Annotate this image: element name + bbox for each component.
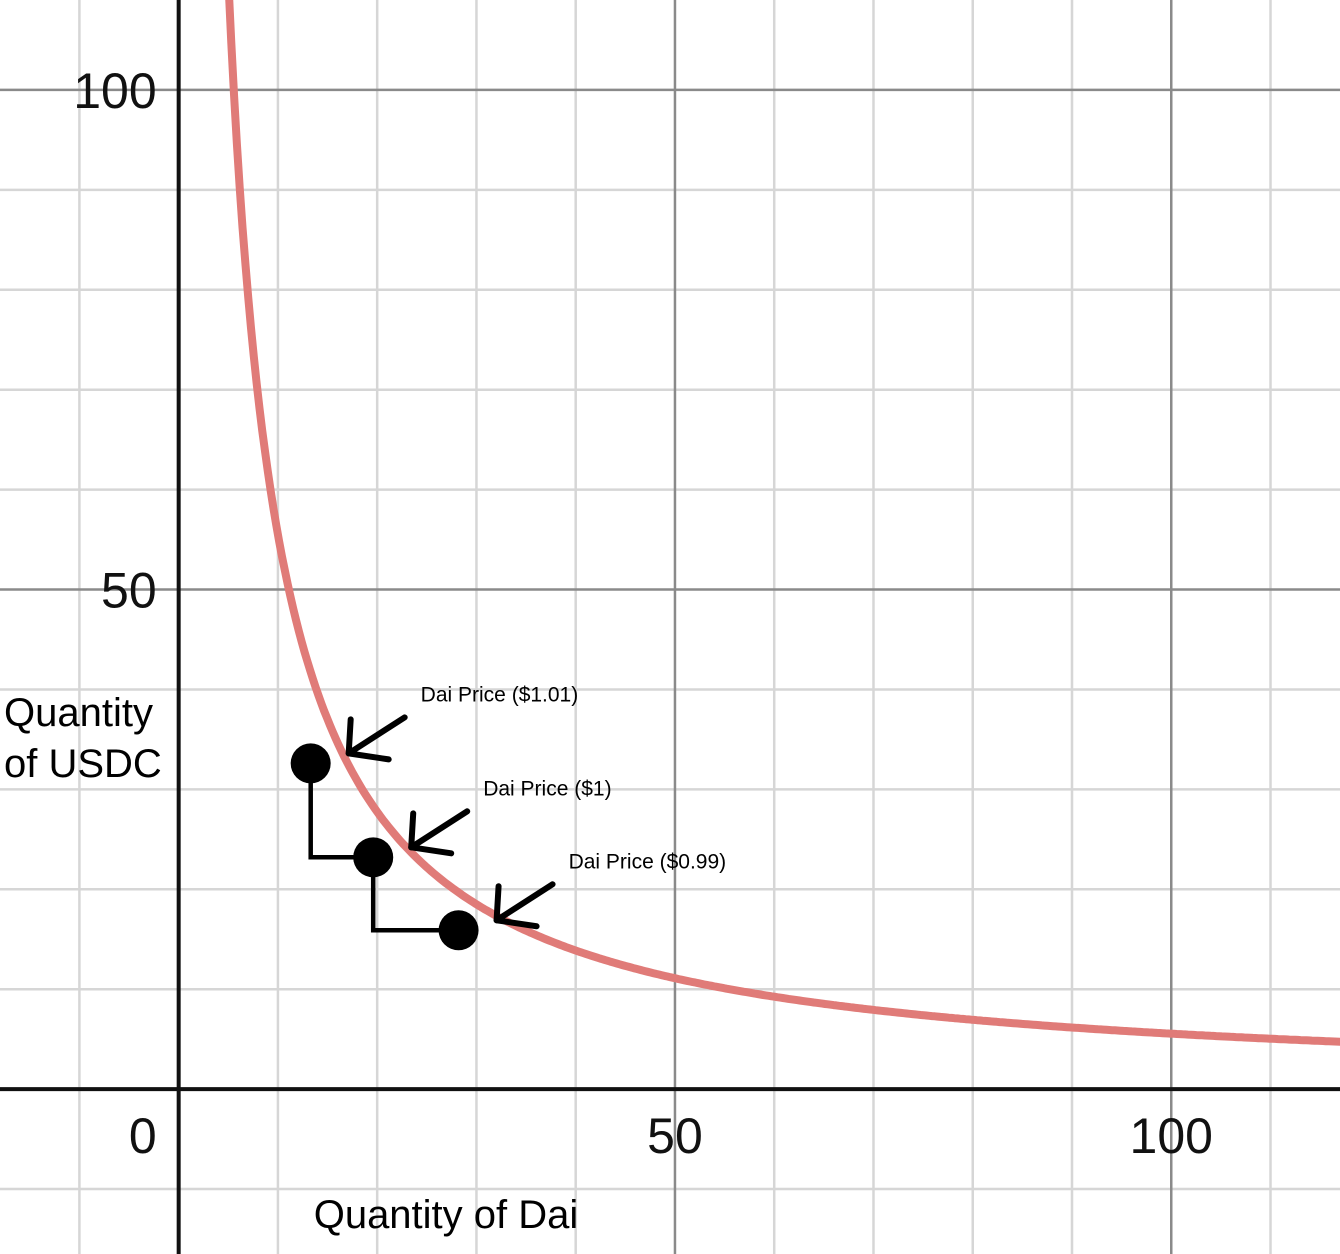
arrow-icon — [345, 714, 408, 763]
annotations: Dai Price ($1.01) Dai Price ($1) Dai Price… — [345, 683, 727, 930]
data-point — [290, 743, 331, 784]
y-axis-title-line-2: of USDC — [4, 742, 162, 786]
y-tick-label: 100 — [73, 63, 156, 119]
y-tick-label: 50 — [101, 563, 157, 619]
arrow-icon — [493, 881, 556, 930]
arrow-shaft — [493, 881, 556, 924]
arrow-icon — [408, 808, 471, 857]
x-axis-title: Quantity of Dai — [314, 1193, 579, 1237]
point-label: Dai Price ($1.01) — [421, 683, 579, 706]
y-axis-title-line-1: Quantity — [4, 691, 153, 735]
point-label: Dai Price ($1) — [483, 777, 611, 800]
step-line — [370, 857, 459, 933]
x-tick-label: 100 — [1130, 1108, 1213, 1164]
constant-product-curve — [225, 0, 1340, 1046]
curve-layer — [225, 0, 1340, 1046]
arrow-head — [408, 810, 455, 857]
data-point — [353, 837, 394, 878]
arrow-shaft — [345, 714, 408, 757]
arrow-shaft — [408, 808, 471, 851]
step-lines — [308, 763, 459, 933]
arrow-head — [493, 883, 540, 930]
step-line — [308, 763, 374, 860]
arrow-head — [345, 716, 392, 763]
x-tick-label: 50 — [647, 1108, 703, 1164]
data-point — [438, 910, 479, 951]
data-points — [290, 743, 479, 951]
origin-label: 0 — [129, 1108, 157, 1164]
point-label: Dai Price ($0.99) — [569, 850, 727, 873]
tick-labels: 50 100 50 100 0 — [73, 63, 1213, 1164]
